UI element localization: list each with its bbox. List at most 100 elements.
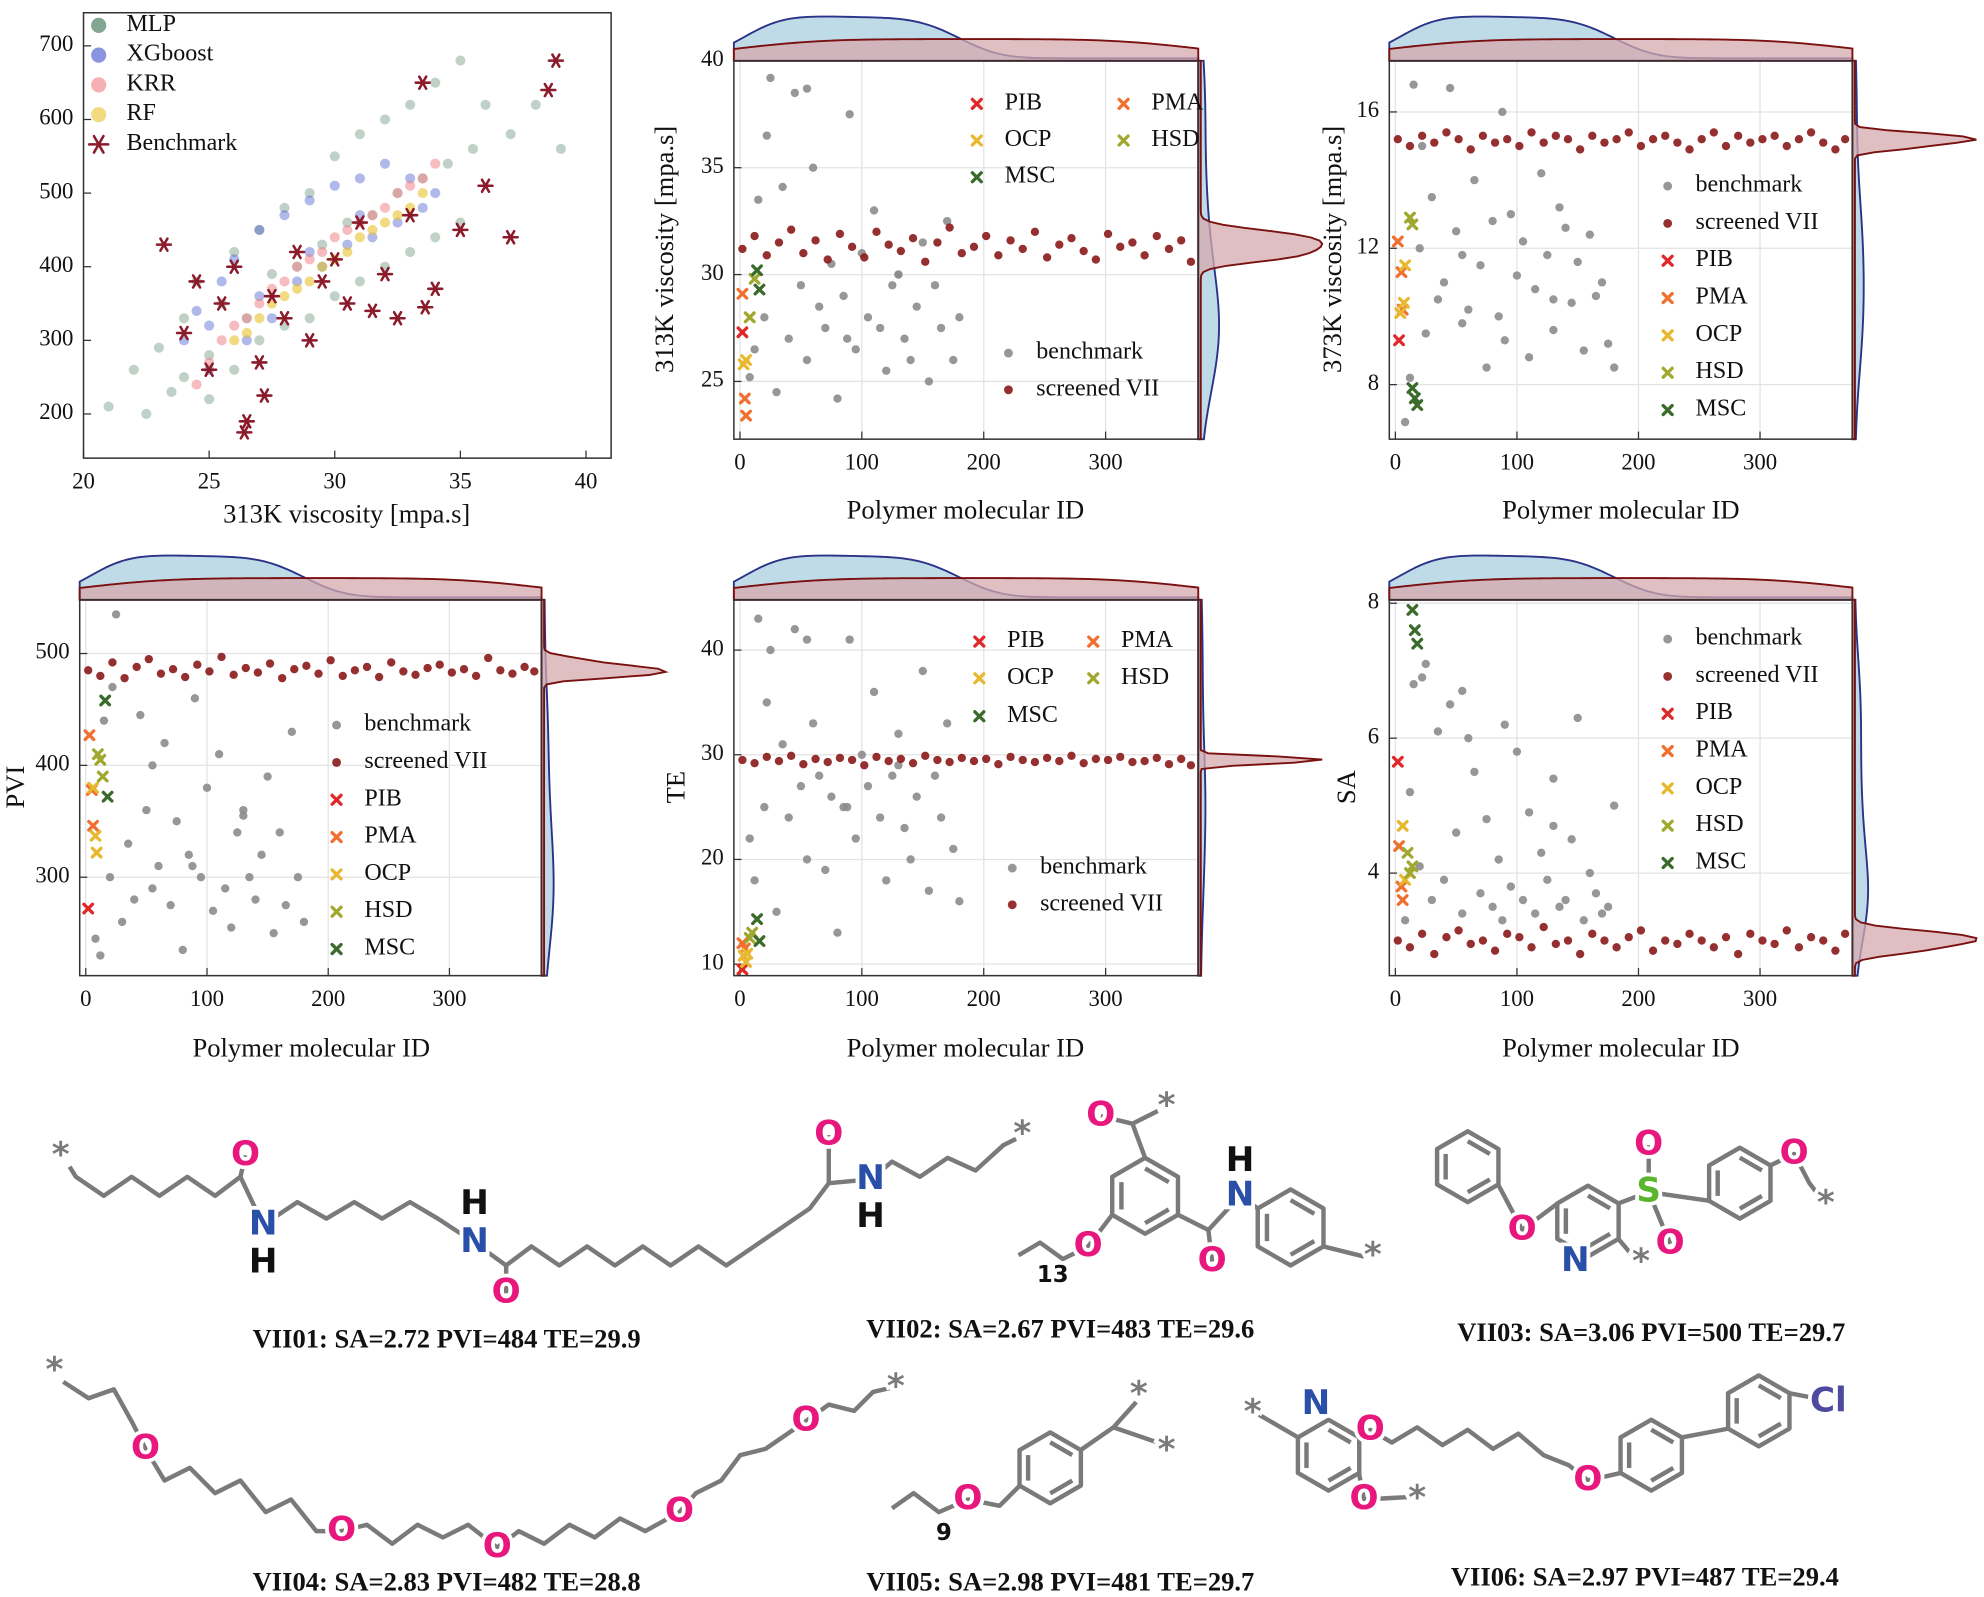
- right-density: [1851, 59, 1977, 441]
- point: [326, 252, 343, 267]
- point: [1417, 929, 1427, 938]
- bond: [1131, 1109, 1159, 1126]
- marker-stroke: [1396, 894, 1409, 907]
- point: [84, 666, 93, 675]
- point: [389, 310, 406, 326]
- point: [753, 935, 766, 948]
- legend-label: screened VII: [1036, 375, 1159, 401]
- atom-label: O: [1508, 1208, 1537, 1248]
- point: [1409, 80, 1418, 89]
- point: [239, 811, 248, 820]
- top-density: [1388, 577, 1854, 601]
- legend-label: PMA: [364, 823, 417, 849]
- point: [1458, 909, 1467, 918]
- marker-stroke: [355, 215, 365, 230]
- legend-label: HSD: [1696, 358, 1744, 384]
- point: [266, 313, 278, 324]
- bond: [1617, 1189, 1650, 1206]
- legend-marker: [91, 77, 107, 93]
- point: [1128, 757, 1137, 767]
- point: [748, 272, 761, 285]
- point: [288, 244, 306, 260]
- point: [751, 913, 763, 926]
- point: [111, 610, 121, 619]
- marker-stroke: [740, 409, 753, 422]
- point: [1537, 169, 1546, 178]
- x-tick-label: 300: [1743, 986, 1777, 1011]
- point: [530, 99, 541, 110]
- point: [435, 660, 444, 669]
- marker-stroke: [736, 326, 749, 339]
- legend-marker: [330, 905, 343, 918]
- point: [1758, 135, 1767, 144]
- legend-marker: [91, 17, 107, 33]
- marker-stroke: [480, 178, 491, 194]
- legend-marker: [330, 830, 343, 844]
- point: [1482, 363, 1491, 372]
- marker-stroke: [216, 296, 227, 311]
- molecule: [890, 1400, 1159, 1515]
- point: [1417, 673, 1427, 682]
- point: [851, 345, 860, 354]
- point: [1612, 135, 1621, 144]
- right-density: [540, 598, 669, 977]
- point: [1140, 251, 1149, 260]
- point: [204, 320, 215, 331]
- point: [204, 394, 215, 405]
- point: [1042, 253, 1052, 262]
- point: [894, 729, 903, 739]
- point: [1164, 244, 1174, 254]
- marker-stroke: [1661, 819, 1674, 832]
- point: [1512, 271, 1522, 280]
- point: [1478, 936, 1488, 945]
- marker-stroke: [1406, 604, 1419, 616]
- top-density: [1388, 38, 1854, 62]
- x-tick-label: 35: [449, 469, 472, 494]
- point: [1451, 828, 1461, 837]
- point: [191, 379, 202, 390]
- point: [1555, 902, 1564, 912]
- y-axis-label: SA: [1331, 770, 1361, 804]
- point: [1006, 236, 1015, 245]
- point: [740, 409, 753, 422]
- point: [894, 270, 903, 279]
- atom-label: O: [791, 1400, 820, 1440]
- atom-label: *: [1632, 1241, 1650, 1281]
- marker-stroke: [751, 264, 763, 277]
- point: [1609, 363, 1619, 372]
- point: [1673, 138, 1682, 147]
- molecule-caption: VII05: SA=2.98 PVI=481 TE=29.7: [866, 1566, 1254, 1596]
- point: [1758, 936, 1767, 945]
- point: [751, 264, 763, 277]
- point: [1103, 229, 1113, 239]
- point: [467, 143, 479, 154]
- point: [1464, 733, 1473, 743]
- point: [833, 928, 842, 937]
- point: [447, 668, 457, 677]
- marker-stroke: [455, 222, 466, 238]
- point: [342, 224, 353, 235]
- point: [753, 283, 766, 296]
- atom-label: H: [249, 1241, 278, 1281]
- legend-label: OCP: [364, 860, 411, 886]
- plot-frame: [733, 599, 1200, 977]
- legend-marker: [1661, 707, 1674, 720]
- point: [160, 738, 169, 748]
- point: [241, 335, 252, 346]
- ring-double-bond: [1738, 1155, 1763, 1173]
- point: [1697, 936, 1706, 945]
- legend-label: KRR: [127, 70, 176, 96]
- point: [399, 667, 408, 676]
- marker-stroke: [736, 963, 749, 976]
- point: [124, 839, 133, 848]
- ring-double-bond: [1049, 1440, 1074, 1458]
- point: [188, 861, 197, 871]
- point: [1819, 936, 1828, 945]
- point: [354, 129, 365, 140]
- point: [1503, 929, 1512, 938]
- point: [1685, 145, 1694, 154]
- marker-stroke: [1411, 637, 1424, 650]
- point: [1397, 296, 1410, 309]
- marker-stroke: [204, 362, 214, 378]
- y-tick-label: 16: [1356, 97, 1379, 122]
